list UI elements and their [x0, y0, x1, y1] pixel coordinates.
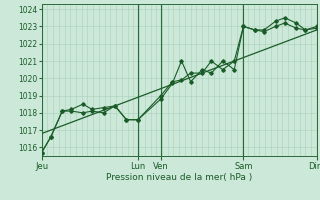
X-axis label: Pression niveau de la mer( hPa ): Pression niveau de la mer( hPa )	[106, 173, 252, 182]
